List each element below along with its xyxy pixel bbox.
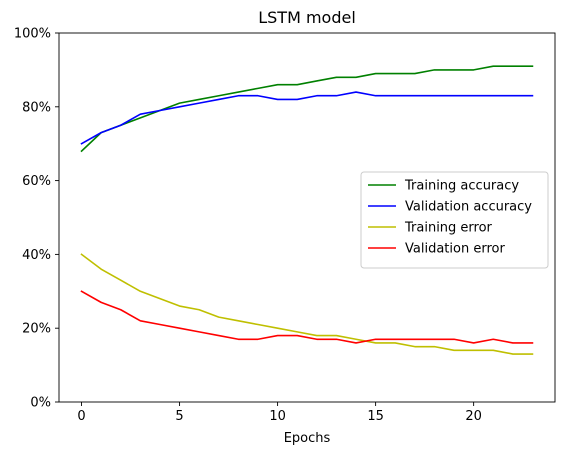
- x-tick-label: 5: [175, 409, 183, 424]
- legend-box: [360, 171, 549, 269]
- x-tick-label: 20: [465, 409, 482, 424]
- legend-label-validation-error: Validation error: [405, 242, 505, 257]
- legend-label-training-accuracy: Training accuracy: [404, 179, 519, 194]
- chart-title: LSTM model: [258, 8, 356, 27]
- x-axis-label: Epochs: [284, 431, 331, 446]
- x-tick-label: 0: [77, 409, 85, 424]
- y-tick-label: 60%: [22, 174, 51, 189]
- series-group: [80, 65, 534, 355]
- legend-label-validation-accuracy: Validation accuracy: [405, 200, 532, 215]
- y-tick-label: 20%: [22, 322, 51, 337]
- y-tick-label: 0%: [30, 396, 51, 411]
- x-tick-label: 15: [367, 409, 384, 424]
- y-tick-label: 100%: [14, 27, 51, 42]
- legend-label-training-error: Training error: [404, 221, 493, 236]
- series-line-validation-error: [80, 290, 534, 344]
- series-line-validation-accuracy: [80, 91, 534, 145]
- y-tick-label: 80%: [22, 100, 51, 115]
- axes-frame: [58, 32, 556, 403]
- series-line-training-error: [80, 253, 534, 355]
- y-tick-label: 40%: [22, 248, 51, 263]
- axes-group: 0 5 10 15 20 0% 20% 40% 60% 80% 100%: [14, 27, 556, 424]
- legend: Training accuracy Validation accuracy Trai…: [360, 171, 549, 269]
- x-tick-label: 10: [269, 409, 286, 424]
